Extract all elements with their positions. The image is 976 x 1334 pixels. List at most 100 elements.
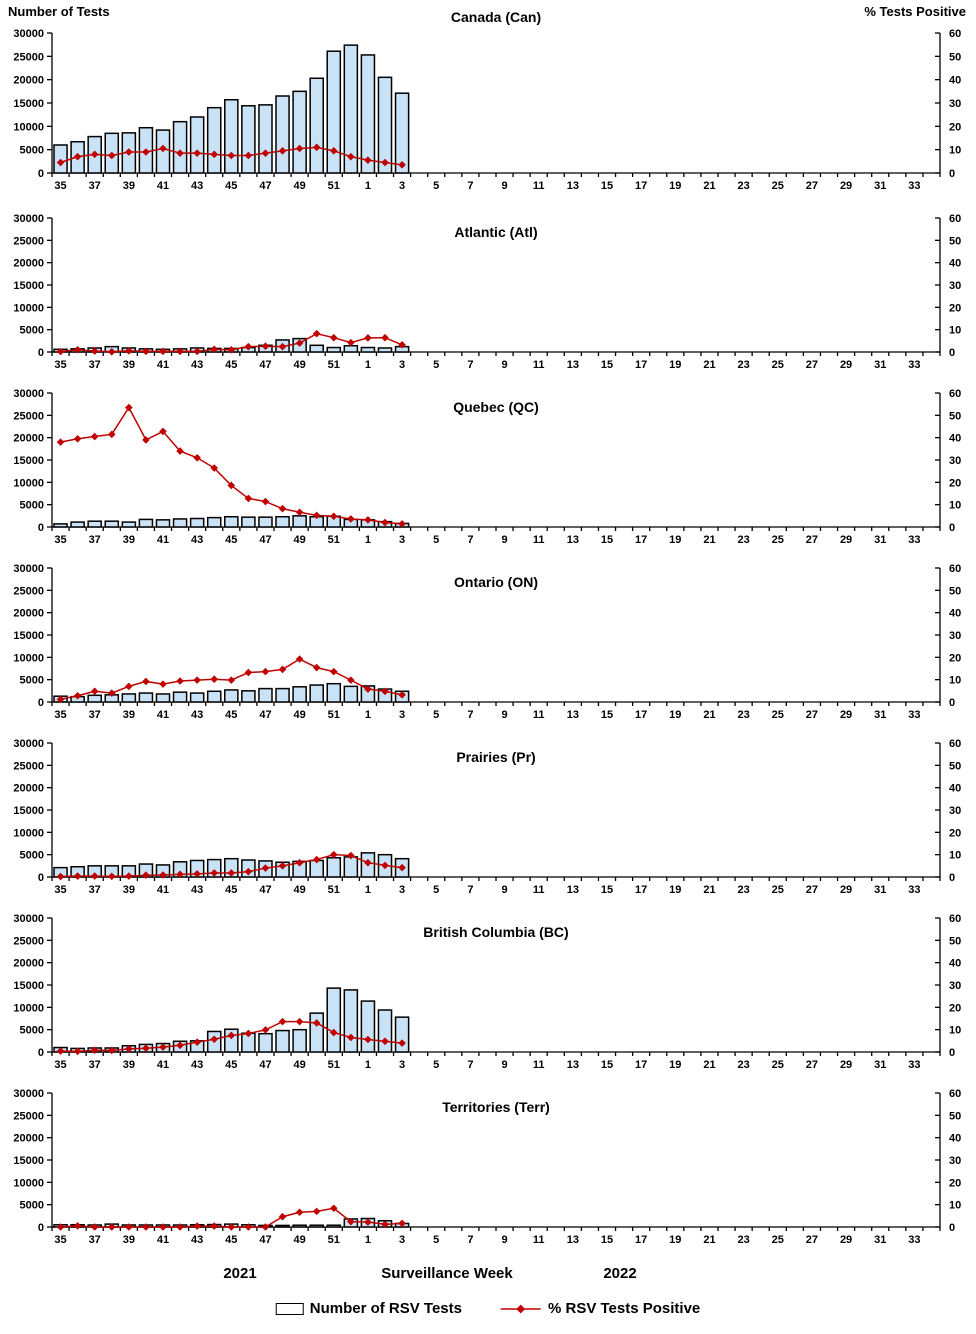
panel-canada: Number of Tests % Tests Positive Canada … (0, 0, 976, 196)
diamond-marker (227, 676, 236, 684)
svg-text:40: 40 (949, 958, 961, 970)
svg-text:39: 39 (123, 884, 135, 896)
year-label-2022: 2022 (603, 1265, 637, 1282)
svg-text:3: 3 (399, 884, 405, 896)
bar (258, 687, 273, 703)
bar (292, 90, 307, 174)
diamond-marker (312, 511, 321, 520)
svg-text:20: 20 (949, 652, 961, 664)
svg-text:13: 13 (567, 1059, 579, 1071)
diamond-marker (142, 871, 150, 880)
svg-text:19: 19 (669, 884, 681, 896)
footer: 2021 Surveillance Week 2022 Number of RS… (0, 1246, 976, 1334)
bar (224, 98, 239, 174)
diamond-marker (227, 151, 236, 160)
svg-text:43: 43 (191, 1234, 203, 1246)
svg-text:40: 40 (949, 1133, 961, 1145)
diamond-marker (244, 494, 253, 503)
diamond-marker (142, 1223, 150, 1231)
svg-text:30000: 30000 (13, 388, 44, 400)
svg-text:7: 7 (467, 884, 473, 896)
diamond-marker (56, 695, 65, 704)
svg-text:51: 51 (328, 709, 340, 721)
diamond-marker (364, 1035, 372, 1044)
svg-text:47: 47 (259, 1059, 271, 1071)
diamond-marker (107, 1223, 116, 1231)
diamond-marker (398, 1039, 406, 1047)
svg-text:27: 27 (806, 884, 818, 896)
pct-markers (56, 1017, 406, 1056)
svg-text:30: 30 (949, 455, 961, 467)
svg-text:30000: 30000 (13, 213, 44, 225)
svg-text:29: 29 (840, 1059, 852, 1071)
diamond-marker (381, 861, 389, 870)
svg-text:20000: 20000 (13, 783, 44, 795)
diamond-marker (73, 1222, 82, 1230)
svg-text:1: 1 (365, 1234, 371, 1246)
bar (121, 693, 137, 703)
svg-text:20: 20 (949, 477, 961, 489)
svg-text:25: 25 (772, 1059, 784, 1071)
svg-text:21: 21 (703, 534, 715, 546)
svg-text:37: 37 (89, 180, 101, 192)
diamond-marker (73, 152, 82, 161)
pct-markers (56, 143, 406, 169)
panel-british-columbia: British Columbia (BC) 0 5000 10000 15000 200… (0, 896, 976, 1071)
svg-text:27: 27 (806, 1059, 818, 1071)
diamond-marker (56, 347, 65, 356)
diamond-marker (312, 1207, 321, 1216)
svg-text:60: 60 (949, 913, 961, 925)
svg-text:50: 50 (949, 51, 961, 63)
svg-text:47: 47 (259, 709, 271, 721)
bar (326, 346, 342, 353)
svg-text:33: 33 (908, 1059, 920, 1071)
bar (275, 1224, 290, 1228)
bar (138, 518, 154, 528)
bar (309, 1224, 324, 1228)
svg-text:41: 41 (157, 884, 169, 896)
atlantic-chart: 0 5000 10000 15000 20000 25000 30000 0 10 20 30 40 5… (13, 213, 961, 371)
diamond-marker (56, 1047, 65, 1055)
svg-text:15: 15 (601, 1059, 613, 1071)
svg-text:33: 33 (908, 180, 920, 192)
svg-text:40: 40 (949, 75, 961, 87)
svg-text:17: 17 (635, 359, 647, 371)
diamond-marker (90, 347, 99, 355)
diamond-marker (73, 345, 82, 354)
svg-text:0: 0 (949, 697, 955, 709)
svg-text:0: 0 (949, 872, 955, 884)
left-axis-title: Number of Tests (8, 4, 110, 19)
svg-text:29: 29 (840, 180, 852, 192)
bar (258, 516, 273, 528)
pct-markers (56, 329, 406, 356)
svg-text:29: 29 (840, 1234, 852, 1246)
axes: 0 5000 10000 15000 20000 25000 30000 0 10 20 30 40 5… (13, 388, 961, 546)
svg-text:10000: 10000 (13, 1177, 44, 1189)
diamond-marker (210, 1222, 219, 1230)
diamond-marker (398, 520, 406, 528)
svg-text:25: 25 (772, 534, 784, 546)
svg-text:5000: 5000 (20, 145, 44, 157)
year-label-2021: 2021 (223, 1265, 257, 1282)
diamond-marker (176, 1223, 184, 1231)
svg-text:17: 17 (635, 1059, 647, 1071)
axes: 0 5000 10000 15000 20000 25000 30000 0 10 20 30 40 5… (13, 913, 961, 1071)
svg-text:3: 3 (399, 534, 405, 546)
svg-text:31: 31 (874, 359, 886, 371)
svg-text:15000: 15000 (13, 1155, 44, 1167)
bar (360, 54, 376, 174)
diamond-marker (90, 687, 99, 696)
diamond-marker (364, 156, 372, 164)
bar (360, 1000, 376, 1053)
bar (138, 692, 154, 703)
svg-text:1: 1 (365, 709, 371, 721)
diamond-marker (261, 497, 270, 506)
bar (275, 515, 290, 528)
diamond-marker (125, 403, 133, 412)
svg-text:30: 30 (949, 630, 961, 642)
diamond-marker (347, 1217, 355, 1226)
svg-text:17: 17 (635, 884, 647, 896)
bar (206, 690, 222, 703)
svg-text:35: 35 (54, 1059, 66, 1071)
svg-text:51: 51 (328, 534, 340, 546)
